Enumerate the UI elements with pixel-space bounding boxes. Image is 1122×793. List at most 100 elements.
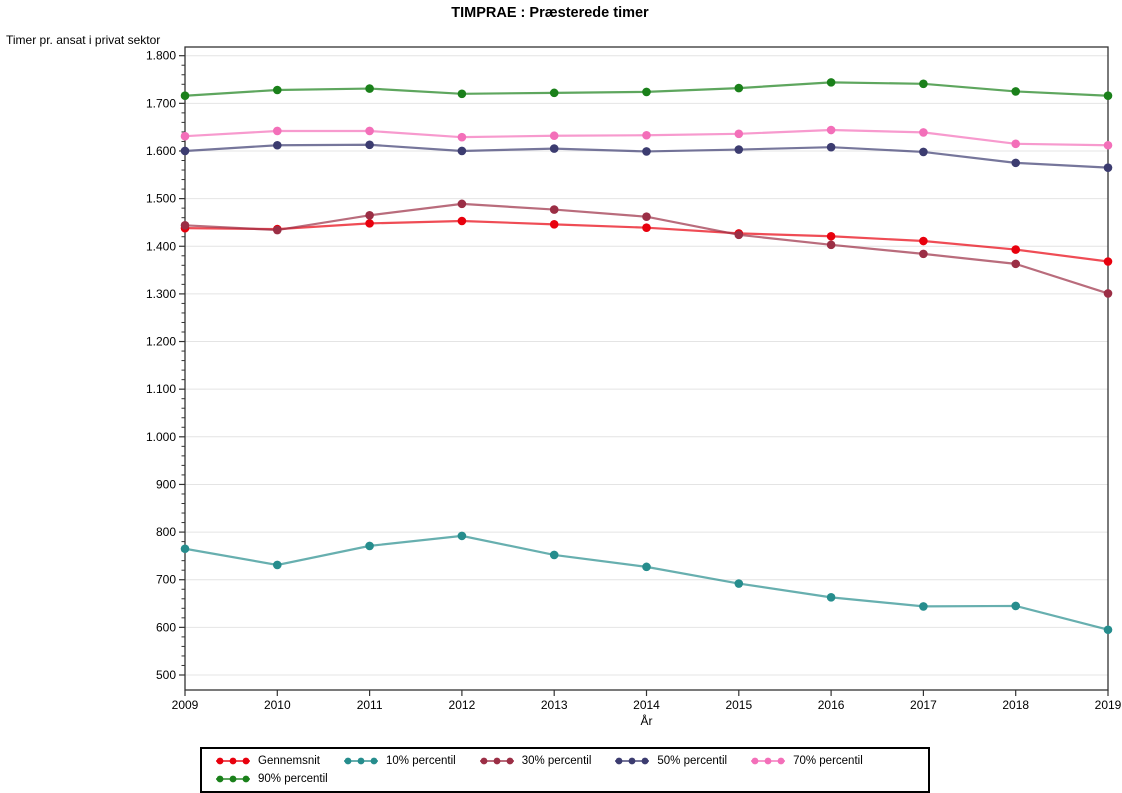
legend-marker-dot [242, 757, 250, 765]
legend-marker-dot [357, 757, 365, 765]
data-point [826, 231, 836, 241]
legend-marker-dot [751, 757, 759, 765]
data-point [180, 146, 190, 156]
data-point [919, 147, 928, 157]
legend-marker-icon [615, 757, 650, 765]
x-axis-title: År [640, 714, 653, 728]
y-tick-label: 500 [156, 668, 176, 682]
legend-marker-dot [641, 757, 649, 765]
legend-marker-dot [229, 757, 237, 765]
legend-entry: 70% percentil [749, 752, 863, 770]
series-line-2 [184, 534, 1109, 631]
legend-label: 90% percentil [258, 773, 328, 785]
data-point [1103, 289, 1113, 298]
data-point [734, 145, 744, 154]
data-point [180, 131, 190, 141]
y-tick-label: 1.200 [146, 335, 176, 349]
plot-frame [184, 46, 1109, 691]
data-point [919, 128, 928, 137]
y-tick-label: 1.800 [146, 49, 176, 63]
data-point [180, 91, 190, 101]
data-point [1011, 139, 1020, 149]
legend-marker-icon [479, 757, 514, 765]
x-tick-label: 2017 [910, 698, 937, 712]
legend-marker-icon [216, 775, 250, 783]
data-point [365, 84, 374, 93]
y-tick-label: 800 [156, 525, 176, 539]
data-point [919, 249, 928, 259]
data-point [365, 219, 374, 228]
x-tick-label: 2016 [818, 698, 845, 712]
y-tick-label: 1.100 [146, 382, 176, 396]
data-point [1011, 601, 1020, 611]
data-point [273, 85, 282, 95]
data-point [734, 129, 744, 139]
data-point [180, 544, 190, 554]
x-tick-label: 2009 [172, 698, 199, 712]
legend-marker-dot [628, 757, 636, 765]
data-point [1103, 163, 1113, 172]
legend-marker-icon [344, 757, 379, 765]
data-point [549, 131, 559, 141]
data-point [1103, 257, 1113, 266]
legend-marker-dot [370, 757, 378, 765]
data-point [365, 140, 374, 150]
data-point [1011, 245, 1020, 254]
data-point [919, 236, 928, 246]
x-tick-label: 2015 [725, 698, 752, 712]
data-point [642, 147, 651, 156]
y-tick-label: 1.000 [146, 430, 176, 444]
data-point [919, 602, 928, 611]
data-point [826, 593, 836, 602]
data-point [1011, 158, 1020, 168]
legend-entry: 30% percentil [478, 752, 591, 770]
legend-entry: 90% percentil [214, 770, 328, 788]
data-point [365, 541, 374, 551]
legend-label: 10% percentil [386, 755, 456, 767]
y-tick-label: 700 [156, 573, 176, 587]
data-point [826, 78, 836, 87]
legend-marker-dot [216, 775, 224, 783]
data-point [273, 225, 282, 235]
data-point [457, 132, 467, 142]
legend-entry: 50% percentil [613, 752, 727, 770]
legend-marker-dot [777, 757, 785, 765]
legend-entry: 10% percentil [342, 752, 456, 770]
legend-marker-dot [480, 757, 488, 765]
legend-marker-dot [506, 757, 514, 765]
data-point [642, 130, 651, 140]
data-point [365, 210, 374, 220]
data-point [549, 220, 559, 229]
data-point [273, 560, 282, 570]
legend-label: 50% percentil [657, 755, 728, 767]
data-point [734, 83, 744, 93]
legend-marker-dot [242, 775, 250, 783]
data-point [549, 144, 559, 153]
data-point [734, 579, 744, 588]
data-point [457, 199, 467, 209]
y-tick-label: 1.700 [146, 96, 176, 110]
data-point [549, 550, 559, 560]
chart-legend: Gennemsnit 10% percentil 30% percentil 50% … [200, 747, 930, 793]
legend-marker-dot [493, 757, 501, 765]
x-tick-label: 2012 [449, 698, 476, 712]
x-tick-label: 2019 [1095, 698, 1122, 712]
data-point [642, 223, 651, 232]
legend-marker-dot [344, 757, 352, 765]
legend-label: Gennemsnit [258, 755, 321, 767]
y-tick-label: 1.300 [146, 287, 176, 301]
data-point [1103, 91, 1113, 101]
data-point [180, 220, 190, 230]
y-tick-label: 1.400 [146, 239, 176, 253]
y-axis-title: Timer pr. ansat i privat sektor [6, 33, 161, 47]
data-point [919, 79, 928, 89]
legend-label: 70% percentil [793, 755, 863, 767]
data-point [642, 212, 651, 222]
x-tick-label: 2011 [357, 698, 383, 712]
data-point [457, 89, 467, 99]
data-point [457, 216, 467, 226]
data-point [642, 562, 651, 572]
data-point [549, 205, 559, 214]
chart-title: TIMPRAE : Præsterede timer [451, 5, 649, 21]
